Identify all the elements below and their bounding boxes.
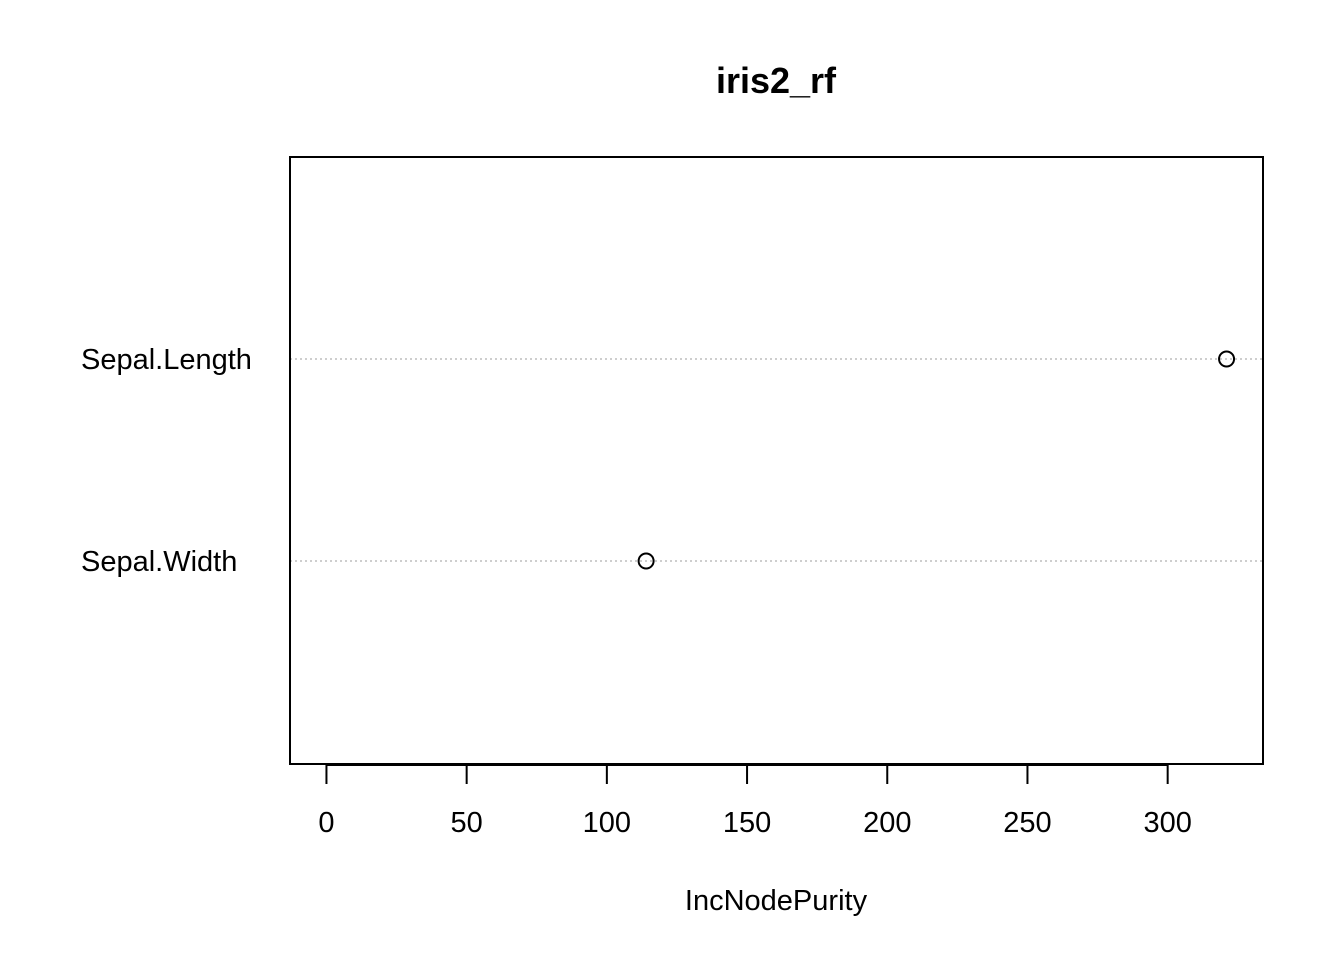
category-labels: Sepal.Length Sepal.Width bbox=[81, 344, 252, 578]
x-tick-label: 300 bbox=[1143, 807, 1191, 839]
data-point bbox=[1218, 350, 1236, 368]
x-tick-label: 0 bbox=[318, 807, 334, 839]
x-tick-label: 100 bbox=[583, 807, 631, 839]
data-points bbox=[637, 350, 1236, 570]
x-axis-label: IncNodePurity bbox=[685, 885, 868, 917]
x-tick-label: 200 bbox=[863, 807, 911, 839]
guide-lines bbox=[290, 358, 1263, 562]
category-label: Sepal.Length bbox=[81, 344, 252, 376]
chart-title: iris2_rf bbox=[716, 60, 837, 101]
x-axis: 0 50 100 150 200 250 300 bbox=[318, 764, 1192, 839]
x-tick-label: 250 bbox=[1003, 807, 1051, 839]
x-tick-label: 50 bbox=[451, 807, 483, 839]
x-tick-label: 150 bbox=[723, 807, 771, 839]
plot-frame bbox=[289, 156, 1264, 765]
data-point bbox=[637, 552, 655, 570]
category-label: Sepal.Width bbox=[81, 546, 237, 578]
